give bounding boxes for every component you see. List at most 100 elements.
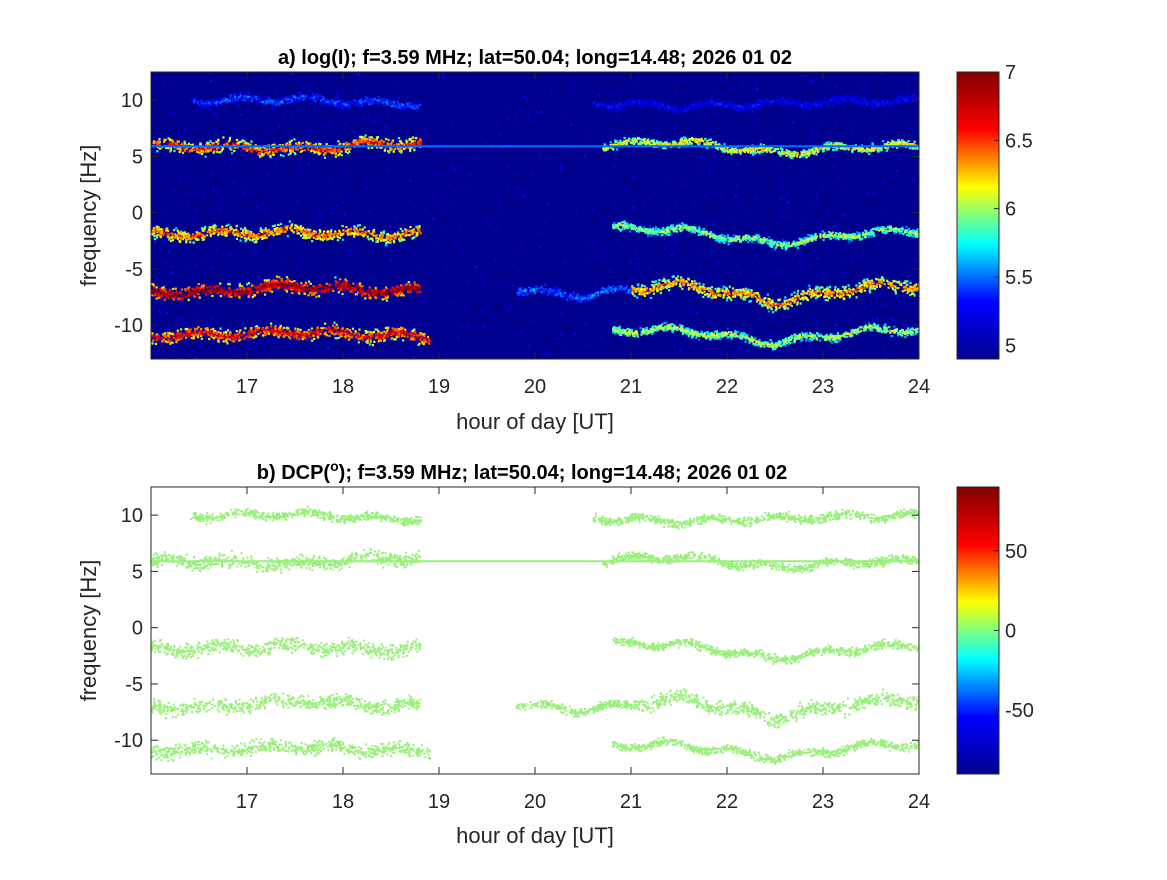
heatmap-cell <box>826 102 830 105</box>
heatmap-cell <box>257 153 260 156</box>
heatmap-cell <box>339 297 342 300</box>
heatmap-cell <box>706 142 709 146</box>
heatmap-cell <box>200 227 204 230</box>
heatmap-cell <box>192 236 196 239</box>
heatmap-cell <box>455 239 458 242</box>
heatmap-cell <box>263 101 266 104</box>
heatmap-cell <box>404 234 408 237</box>
heatmap-cell <box>750 148 753 151</box>
heatmap-cell <box>196 147 199 151</box>
heatmap-cell <box>409 148 412 151</box>
heatmap-cell <box>272 108 275 111</box>
heatmap-cell <box>298 164 301 167</box>
heatmap-cell <box>293 95 296 98</box>
heatmap-cell <box>813 146 816 149</box>
heatmap-cell <box>289 156 292 159</box>
heatmap-cell <box>707 232 710 235</box>
heatmap-cell <box>726 149 729 152</box>
heatmap-cell <box>815 100 818 103</box>
heatmap-cell <box>303 229 306 233</box>
heatmap-cell <box>375 217 378 220</box>
heatmap-cell <box>479 94 482 97</box>
heatmap-cell <box>325 143 328 146</box>
heatmap-cell <box>392 150 395 153</box>
heatmap-cell <box>781 96 784 100</box>
heatmap-cell <box>838 176 841 179</box>
heatmap-cell <box>862 170 865 173</box>
heatmap-cell <box>757 235 760 239</box>
heatmap-cell <box>849 353 852 356</box>
heatmap-cell <box>870 103 873 106</box>
heatmap-cell <box>408 146 411 149</box>
heatmap-cell <box>295 148 299 151</box>
heatmap-cell <box>685 139 689 142</box>
heatmap-cell <box>388 190 391 193</box>
heatmap-cell <box>290 95 293 98</box>
heatmap-cell <box>805 153 808 156</box>
heatmap-cell <box>873 98 876 101</box>
heatmap-cell <box>912 229 915 232</box>
heatmap-cell <box>672 110 675 113</box>
heatmap-cell <box>254 147 257 150</box>
heatmap-cell <box>358 138 361 141</box>
heatmap-cell <box>240 140 243 143</box>
heatmap-cell <box>201 234 205 237</box>
heatmap-cell <box>236 98 239 101</box>
heatmap-cell <box>255 149 258 152</box>
heatmap-cell <box>414 106 417 109</box>
heatmap-cell <box>384 253 387 256</box>
heatmap-cell <box>604 103 607 106</box>
heatmap-cell <box>758 152 761 155</box>
heatmap-cell <box>377 238 380 241</box>
heatmap-cell <box>393 106 397 109</box>
heatmap-cell <box>416 106 420 110</box>
heatmap-cell <box>913 100 916 103</box>
heatmap-cell <box>170 232 173 235</box>
heatmap-cell <box>868 149 871 152</box>
heatmap-cell <box>242 98 245 101</box>
heatmap-cell <box>525 98 528 101</box>
heatmap-cell <box>781 151 784 154</box>
heatmap-cell <box>330 99 333 102</box>
heatmap-cell <box>372 101 375 104</box>
heatmap-cell <box>275 103 278 106</box>
heatmap-cell <box>840 142 843 145</box>
heatmap-cell <box>352 99 355 102</box>
heatmap-cell <box>250 99 253 103</box>
heatmap-cell <box>160 231 163 234</box>
heatmap-cell <box>830 299 833 302</box>
heatmap-cell <box>684 137 688 140</box>
heatmap-cell <box>372 228 376 232</box>
heatmap-cell <box>367 344 370 347</box>
heatmap-cell <box>674 240 677 243</box>
heatmap-cell <box>383 239 386 242</box>
heatmap-cell <box>673 344 676 347</box>
heatmap-cell <box>365 338 368 341</box>
heatmap-cell <box>338 236 341 239</box>
heatmap-cell <box>177 147 180 151</box>
heatmap-cell <box>322 233 325 236</box>
heatmap-cell <box>284 146 287 149</box>
heatmap-cell <box>842 188 845 191</box>
heatmap-cell <box>629 141 632 145</box>
heatmap-cell <box>337 140 340 143</box>
heatmap-cell <box>625 142 629 145</box>
heatmap-cell <box>814 147 818 150</box>
heatmap-cell <box>289 96 292 99</box>
heatmap-cell <box>682 136 686 139</box>
heatmap-cell <box>385 101 388 104</box>
heatmap-cell <box>373 245 376 248</box>
heatmap-cell <box>291 73 294 76</box>
heatmap-cell <box>382 232 385 235</box>
heatmap-cell <box>329 151 332 154</box>
heatmap-cell <box>416 227 419 230</box>
heatmap-cell <box>619 139 622 142</box>
heatmap-cell <box>811 80 814 83</box>
heatmap-cell <box>667 106 670 110</box>
heatmap-cell <box>243 151 246 154</box>
heatmap-cell <box>249 230 253 234</box>
heatmap-cell <box>169 239 173 243</box>
heatmap-cell <box>341 224 344 228</box>
heatmap-cell <box>167 147 170 150</box>
heatmap-cell <box>872 154 875 157</box>
